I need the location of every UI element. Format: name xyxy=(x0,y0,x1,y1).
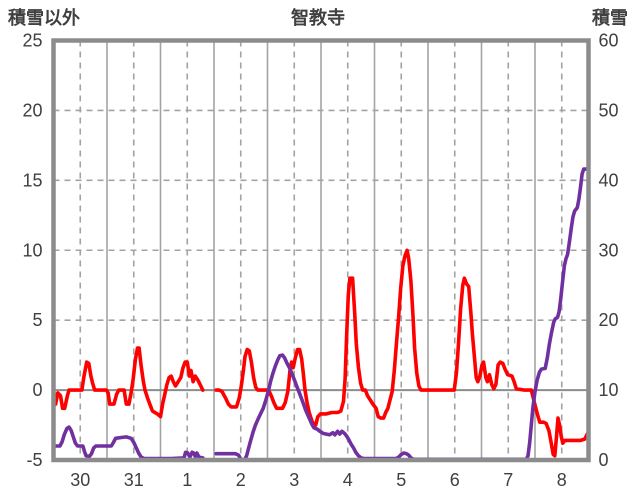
left-axis-title: 積雪以外 xyxy=(8,8,80,28)
svg-text:30: 30 xyxy=(70,470,90,490)
svg-text:60: 60 xyxy=(599,31,619,51)
series-snow-depth xyxy=(51,167,591,462)
svg-text:0: 0 xyxy=(599,450,609,470)
svg-text:40: 40 xyxy=(599,170,619,190)
svg-text:0: 0 xyxy=(32,380,42,400)
svg-text:6: 6 xyxy=(450,470,460,490)
svg-text:31: 31 xyxy=(124,470,144,490)
svg-text:4: 4 xyxy=(343,470,353,490)
svg-text:8: 8 xyxy=(557,470,567,490)
svg-text:2: 2 xyxy=(236,470,246,490)
svg-text:3: 3 xyxy=(289,470,299,490)
svg-text:15: 15 xyxy=(22,170,42,190)
svg-text:20: 20 xyxy=(22,100,42,120)
chart-title: 智教寺 xyxy=(291,8,345,28)
x-axis-tick-labels: 30 31 1 2 3 4 5 6 7 8 xyxy=(70,470,567,490)
svg-text:5: 5 xyxy=(32,310,42,330)
series-other-than-snow xyxy=(51,248,591,458)
gridlines xyxy=(53,40,589,460)
svg-text:10: 10 xyxy=(22,240,42,260)
svg-text:10: 10 xyxy=(599,380,619,400)
svg-text:-5: -5 xyxy=(26,450,42,470)
svg-text:1: 1 xyxy=(182,470,192,490)
right-axis-title: 積雪 xyxy=(592,8,628,28)
left-axis-tick-labels: 25 20 15 10 5 0 -5 xyxy=(22,31,42,471)
right-axis-tick-labels: 60 50 40 30 20 10 0 xyxy=(599,31,619,471)
svg-text:25: 25 xyxy=(22,31,42,51)
svg-text:30: 30 xyxy=(599,240,619,260)
plot-frame xyxy=(51,38,591,463)
svg-text:50: 50 xyxy=(599,100,619,120)
svg-text:20: 20 xyxy=(599,310,619,330)
svg-text:5: 5 xyxy=(396,470,406,490)
svg-text:7: 7 xyxy=(503,470,513,490)
